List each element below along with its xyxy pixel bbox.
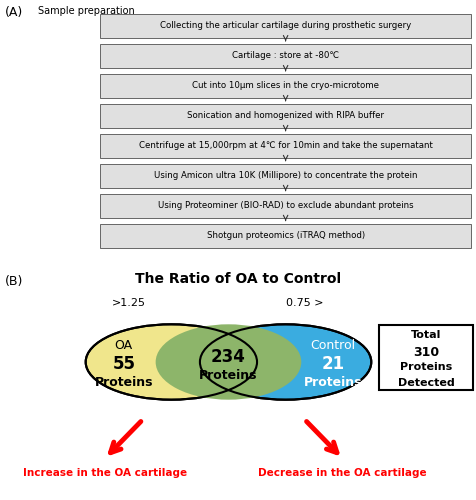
Text: Cut into 10μm slices in the cryo-microtome: Cut into 10μm slices in the cryo-microto… — [192, 82, 379, 90]
Text: 55: 55 — [112, 356, 135, 374]
Text: Shotgun proteomics (iTRAQ method): Shotgun proteomics (iTRAQ method) — [207, 231, 365, 240]
FancyBboxPatch shape — [100, 74, 471, 98]
Text: Control: Control — [311, 340, 356, 352]
FancyBboxPatch shape — [100, 134, 471, 158]
FancyBboxPatch shape — [100, 194, 471, 218]
Text: Sample preparation: Sample preparation — [38, 6, 135, 16]
Text: Centrifuge at 15,000rpm at 4℃ for 10min and take the supernatant: Centrifuge at 15,000rpm at 4℃ for 10min … — [139, 141, 433, 150]
Text: Total: Total — [411, 330, 441, 340]
Text: 0.75 >: 0.75 > — [286, 298, 323, 308]
Text: The Ratio of OA to Control: The Ratio of OA to Control — [135, 272, 341, 286]
Ellipse shape — [200, 324, 371, 400]
FancyBboxPatch shape — [379, 324, 473, 390]
Text: Decrease in the OA cartilage: Decrease in the OA cartilage — [258, 468, 427, 478]
Text: OA: OA — [115, 340, 133, 352]
FancyBboxPatch shape — [100, 104, 471, 128]
Text: Proteins: Proteins — [304, 376, 362, 389]
Text: Increase in the OA cartilage: Increase in the OA cartilage — [23, 468, 187, 478]
Text: 310: 310 — [413, 346, 439, 359]
Text: Using Proteominer (BIO-RAD) to exclude abundant proteins: Using Proteominer (BIO-RAD) to exclude a… — [158, 201, 414, 210]
Text: Sonication and homogenized with RIPA buffer: Sonication and homogenized with RIPA buf… — [187, 112, 384, 120]
FancyBboxPatch shape — [100, 224, 471, 248]
FancyBboxPatch shape — [100, 164, 471, 188]
Text: 21: 21 — [322, 356, 345, 374]
Ellipse shape — [86, 324, 257, 400]
Text: Cartilage : store at -80℃: Cartilage : store at -80℃ — [232, 52, 339, 60]
Text: Proteins: Proteins — [400, 362, 452, 372]
Text: Collecting the articular cartilage during prosthetic surgery: Collecting the articular cartilage durin… — [160, 22, 411, 30]
FancyBboxPatch shape — [100, 14, 471, 38]
Text: Detected: Detected — [397, 378, 455, 388]
Text: 234: 234 — [211, 348, 246, 366]
Text: Proteins: Proteins — [95, 376, 153, 389]
Ellipse shape — [156, 324, 301, 400]
Text: Proteins: Proteins — [199, 370, 258, 382]
FancyBboxPatch shape — [100, 44, 471, 68]
Text: >1.25: >1.25 — [111, 298, 146, 308]
Text: Using Amicon ultra 10K (Millipore) to concentrate the protein: Using Amicon ultra 10K (Millipore) to co… — [154, 171, 417, 180]
Text: (A): (A) — [5, 6, 23, 18]
Text: (B): (B) — [5, 274, 23, 287]
